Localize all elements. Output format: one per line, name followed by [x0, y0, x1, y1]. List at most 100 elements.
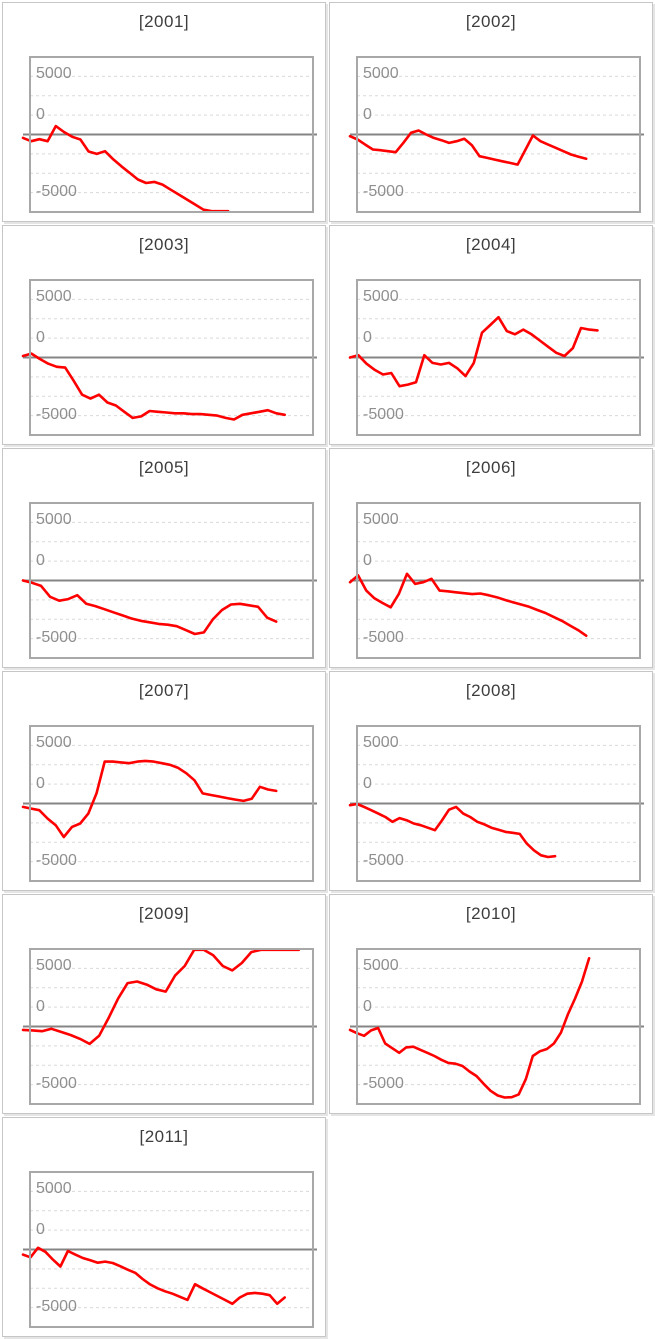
- line-plot-svg: [21, 56, 317, 213]
- y-axis-label: 0: [36, 1221, 45, 1238]
- chart-title: [2006]: [465, 458, 517, 477]
- y-axis-label: -5000: [36, 406, 77, 423]
- plot-area: 5000 0 -5000: [348, 725, 644, 882]
- data-series-line: [21, 579, 278, 636]
- plot-area: 5000 0 -5000: [21, 725, 317, 882]
- chart-title: [2009]: [138, 904, 190, 923]
- chart-title: [2007]: [138, 681, 190, 700]
- plot-frame: [356, 948, 641, 1105]
- y-axis-label: -5000: [36, 183, 77, 200]
- plot-area: 5000 0 -5000: [21, 279, 317, 436]
- data-series-line: [348, 315, 599, 388]
- data-series-line: [21, 1246, 286, 1306]
- y-axis-label: 0: [363, 775, 372, 792]
- y-axis-label: 5000: [363, 734, 399, 751]
- data-series-line: [348, 129, 588, 166]
- y-axis-label: 0: [36, 998, 45, 1015]
- y-axis-label: 0: [36, 106, 45, 123]
- y-axis-label: 5000: [363, 288, 399, 305]
- line-plot-svg: [21, 502, 317, 659]
- line-plot-svg: [348, 279, 644, 436]
- y-axis-label: 5000: [363, 65, 399, 82]
- data-series-line: [21, 352, 286, 421]
- chart-panel-2002: [2002] 5000 0 -5000: [329, 2, 653, 222]
- chart-panel-2007: [2007] 5000 0 -5000: [2, 671, 326, 891]
- y-axis-label: -5000: [363, 406, 404, 423]
- data-series-line: [348, 572, 588, 637]
- y-axis-label: 5000: [363, 511, 399, 528]
- plot-area: 5000 0 -5000: [21, 948, 317, 1105]
- y-axis-label: 0: [36, 775, 45, 792]
- y-axis-label: -5000: [363, 852, 404, 869]
- empty-grid-cell: [329, 1117, 653, 1337]
- plot-frame: [356, 279, 641, 436]
- chart-title: [2008]: [465, 681, 517, 700]
- line-plot-svg: [348, 502, 644, 659]
- y-axis-label: -5000: [363, 629, 404, 646]
- chart-title: [2004]: [465, 235, 517, 254]
- chart-title: [2002]: [465, 12, 517, 31]
- y-axis-label: 5000: [36, 65, 72, 82]
- data-series-line: [348, 802, 557, 859]
- y-axis-label: 5000: [363, 957, 399, 974]
- chart-title: [2003]: [138, 235, 190, 254]
- y-axis-label: 0: [363, 329, 372, 346]
- line-plot-svg: [21, 948, 317, 1105]
- y-axis-label: 0: [363, 106, 372, 123]
- plot-area: 5000 0 -5000: [348, 948, 644, 1105]
- plot-area: 5000 0 -5000: [348, 56, 644, 213]
- data-series-line: [21, 759, 278, 839]
- y-axis-label: 5000: [36, 957, 72, 974]
- chart-panel-2010: [2010] 5000 0 -5000: [329, 894, 653, 1114]
- y-axis-label: 5000: [36, 1180, 72, 1197]
- y-axis-label: -5000: [36, 852, 77, 869]
- plot-frame: [356, 502, 641, 659]
- chart-panel-2003: [2003] 5000 0 -5000: [2, 225, 326, 445]
- plot-area: 5000 0 -5000: [21, 1171, 317, 1328]
- y-axis-label: -5000: [363, 183, 404, 200]
- chart-panel-2005: [2005] 5000 0 -5000: [2, 448, 326, 668]
- y-axis-label: 0: [36, 552, 45, 569]
- y-axis-label: 0: [363, 552, 372, 569]
- chart-title: [2005]: [138, 458, 190, 477]
- data-series-line: [21, 948, 301, 1046]
- plot-frame: [29, 1171, 314, 1328]
- plot-area: 5000 0 -5000: [348, 502, 644, 659]
- y-axis-label: 5000: [36, 288, 72, 305]
- y-axis-label: -5000: [36, 1075, 77, 1092]
- line-plot-svg: [21, 725, 317, 882]
- chart-panel-2001: [2001] 5000 0 -5000: [2, 2, 326, 222]
- chart-title: [2011]: [139, 1127, 189, 1146]
- chart-panel-2011: [2011] 5000 0 -5000: [2, 1117, 326, 1337]
- plot-frame: [29, 56, 314, 213]
- plot-frame: [356, 725, 641, 882]
- y-axis-label: 0: [36, 329, 45, 346]
- plot-area: 5000 0 -5000: [21, 502, 317, 659]
- y-axis-label: -5000: [36, 629, 77, 646]
- chart-panel-2008: [2008] 5000 0 -5000: [329, 671, 653, 891]
- plot-frame: [29, 279, 314, 436]
- line-plot-svg: [348, 56, 644, 213]
- y-axis-label: -5000: [36, 1298, 77, 1315]
- y-axis-label: 5000: [36, 511, 72, 528]
- line-plot-svg: [21, 279, 317, 436]
- line-plot-svg: [348, 948, 644, 1105]
- chart-title: [2010]: [465, 904, 517, 923]
- line-plot-svg: [21, 1171, 317, 1328]
- plot-frame: [29, 502, 314, 659]
- chart-panel-2006: [2006] 5000 0 -5000: [329, 448, 653, 668]
- y-axis-label: -5000: [363, 1075, 404, 1092]
- data-series-line: [348, 957, 591, 1099]
- plot-frame: [29, 948, 314, 1105]
- data-series-line: [21, 124, 230, 213]
- line-plot-svg: [348, 725, 644, 882]
- plot-area: 5000 0 -5000: [348, 279, 644, 436]
- plot-frame: [356, 56, 641, 213]
- chart-panel-2004: [2004] 5000 0 -5000: [329, 225, 653, 445]
- plot-area: 5000 0 -5000: [21, 56, 317, 213]
- chart-panel-2009: [2009] 5000 0 -5000: [2, 894, 326, 1114]
- chart-title: [2001]: [138, 12, 190, 31]
- y-axis-label: 5000: [36, 734, 72, 751]
- y-axis-label: 0: [363, 998, 372, 1015]
